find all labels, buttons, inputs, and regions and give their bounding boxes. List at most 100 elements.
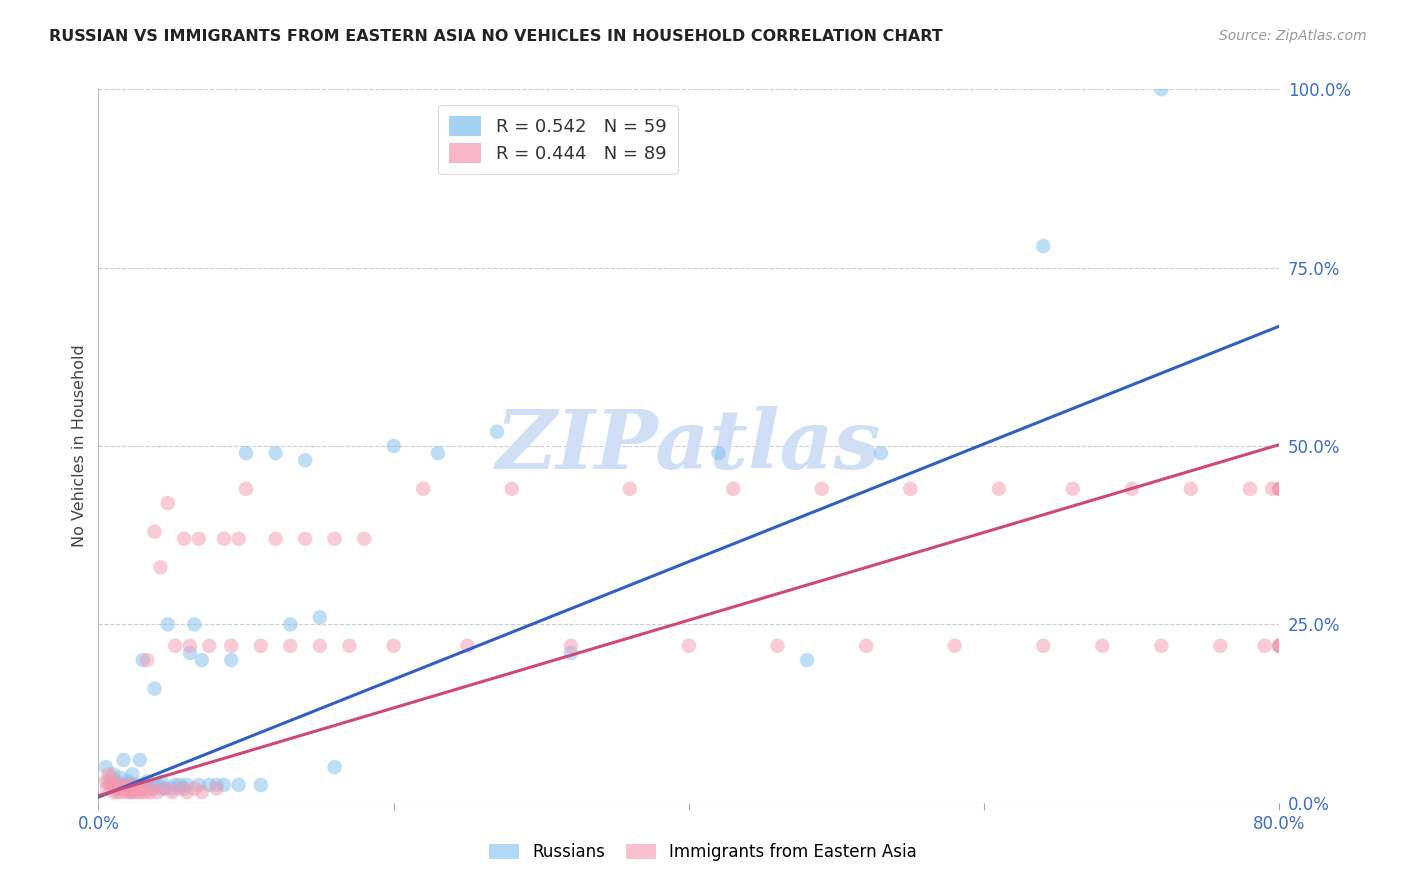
- Point: [162, 781, 183, 796]
- Legend: Russians, Immigrants from Eastern Asia: Russians, Immigrants from Eastern Asia: [482, 837, 924, 868]
- Point: [115, 785, 138, 799]
- Point: [179, 646, 201, 660]
- Point: [108, 778, 131, 792]
- Point: [427, 446, 450, 460]
- Point: [104, 778, 127, 792]
- Point: [121, 781, 143, 796]
- Point: [250, 639, 273, 653]
- Point: [280, 639, 302, 653]
- Point: [176, 785, 198, 799]
- Point: [96, 781, 118, 796]
- Point: [176, 778, 198, 792]
- Point: [179, 639, 201, 653]
- Point: [1268, 639, 1291, 653]
- Y-axis label: No Vehicles in Household: No Vehicles in Household: [72, 344, 87, 548]
- Point: [1062, 482, 1084, 496]
- Point: [117, 774, 139, 789]
- Point: [212, 778, 235, 792]
- Point: [766, 639, 789, 653]
- Point: [114, 781, 136, 796]
- Point: [149, 781, 172, 796]
- Point: [187, 778, 209, 792]
- Point: [111, 778, 134, 792]
- Point: [1180, 482, 1202, 496]
- Point: [323, 532, 346, 546]
- Point: [135, 785, 157, 799]
- Point: [100, 771, 122, 785]
- Point: [560, 646, 582, 660]
- Point: [165, 778, 187, 792]
- Point: [110, 781, 132, 796]
- Point: [97, 774, 120, 789]
- Point: [150, 774, 173, 789]
- Point: [810, 482, 832, 496]
- Point: [98, 778, 121, 792]
- Point: [1268, 639, 1291, 653]
- Point: [382, 439, 405, 453]
- Text: Source: ZipAtlas.com: Source: ZipAtlas.com: [1219, 29, 1367, 43]
- Point: [139, 781, 162, 796]
- Point: [128, 753, 150, 767]
- Point: [457, 639, 479, 653]
- Point: [198, 639, 221, 653]
- Point: [339, 639, 361, 653]
- Point: [228, 778, 250, 792]
- Point: [156, 617, 179, 632]
- Point: [1150, 639, 1173, 653]
- Point: [1091, 639, 1114, 653]
- Point: [1268, 482, 1291, 496]
- Point: [117, 781, 139, 796]
- Point: [111, 785, 134, 799]
- Point: [169, 781, 191, 796]
- Point: [198, 778, 221, 792]
- Point: [94, 760, 117, 774]
- Point: [870, 446, 893, 460]
- Point: [988, 482, 1011, 496]
- Point: [205, 778, 228, 792]
- Point: [191, 653, 214, 667]
- Point: [169, 778, 191, 792]
- Point: [560, 639, 582, 653]
- Point: [235, 482, 257, 496]
- Point: [129, 785, 152, 799]
- Point: [1261, 482, 1284, 496]
- Point: [118, 778, 141, 792]
- Point: [855, 639, 877, 653]
- Point: [707, 446, 730, 460]
- Point: [1268, 482, 1291, 496]
- Point: [125, 781, 148, 796]
- Point: [136, 653, 159, 667]
- Point: [212, 532, 235, 546]
- Point: [1239, 482, 1261, 496]
- Point: [146, 778, 169, 792]
- Point: [132, 778, 155, 792]
- Point: [122, 785, 145, 799]
- Point: [678, 639, 700, 653]
- Point: [124, 778, 146, 792]
- Point: [294, 453, 316, 467]
- Point: [125, 781, 148, 796]
- Point: [149, 560, 172, 574]
- Point: [264, 446, 287, 460]
- Point: [120, 785, 142, 799]
- Point: [1268, 639, 1291, 653]
- Point: [118, 778, 141, 792]
- Point: [132, 653, 155, 667]
- Point: [943, 639, 966, 653]
- Point: [221, 639, 243, 653]
- Point: [107, 785, 129, 799]
- Point: [1121, 482, 1143, 496]
- Point: [120, 785, 142, 799]
- Point: [121, 767, 143, 781]
- Point: [1209, 639, 1232, 653]
- Point: [294, 532, 316, 546]
- Point: [900, 482, 922, 496]
- Point: [1150, 82, 1173, 96]
- Point: [323, 760, 346, 774]
- Point: [136, 774, 159, 789]
- Point: [103, 767, 125, 781]
- Point: [1032, 239, 1054, 253]
- Point: [132, 781, 155, 796]
- Point: [128, 781, 150, 796]
- Point: [143, 681, 166, 696]
